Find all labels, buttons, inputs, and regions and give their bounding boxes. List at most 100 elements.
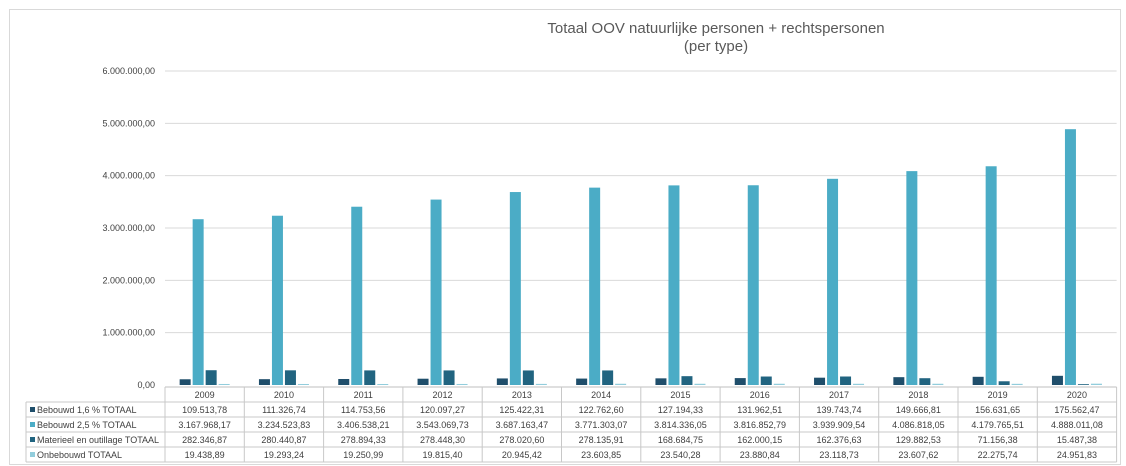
bar <box>668 185 680 385</box>
bar <box>496 378 508 385</box>
data-label: 3.771.303,07 <box>575 420 628 430</box>
bar <box>377 383 389 385</box>
bar <box>932 383 944 385</box>
y-tick-label: 4.000.000,00 <box>102 171 155 181</box>
bar <box>522 370 534 385</box>
bar <box>827 178 839 385</box>
bar <box>271 215 283 385</box>
data-label: 3.687.163,47 <box>496 420 549 430</box>
x-tick-label: 2014 <box>591 390 611 400</box>
bar <box>589 187 601 385</box>
bar <box>840 376 852 385</box>
bar <box>998 381 1010 385</box>
legend-swatch <box>30 452 35 457</box>
data-label: 24.951,83 <box>1057 450 1097 460</box>
data-label: 4.086.818,05 <box>892 420 945 430</box>
data-label: 149.666,81 <box>896 405 941 415</box>
bar <box>814 377 826 385</box>
data-label: 22.275,74 <box>978 450 1018 460</box>
data-label: 162.000,15 <box>737 435 782 445</box>
bar <box>972 376 984 385</box>
bar <box>351 206 363 385</box>
data-label: 280.440,87 <box>261 435 306 445</box>
legend-label: Onbebouwd TOTAAL <box>37 450 122 460</box>
chart-title: Totaal OOV natuurlijke personen + rechts… <box>547 20 884 55</box>
legend-swatch <box>30 422 35 427</box>
data-label: 278.135,91 <box>579 435 624 445</box>
bar <box>760 376 772 385</box>
data-label: 282.346,87 <box>182 435 227 445</box>
y-tick-label: 1.000.000,00 <box>102 328 155 338</box>
legend-label: Bebouwd 1,6 % TOTAAL <box>37 405 137 415</box>
x-tick-label: 2009 <box>195 390 215 400</box>
data-label: 278.020,60 <box>499 435 544 445</box>
data-label: 3.814.336,05 <box>654 420 707 430</box>
data-label: 131.962,51 <box>737 405 782 415</box>
data-label: 3.543.069,73 <box>416 420 469 430</box>
bar <box>655 378 667 385</box>
bar <box>773 383 785 385</box>
data-label: 168.684,75 <box>658 435 703 445</box>
data-label: 156.631,65 <box>975 405 1020 415</box>
data-label: 114.753,56 <box>341 405 385 415</box>
bar <box>1090 383 1102 385</box>
data-label: 139.743,74 <box>817 405 862 415</box>
bar <box>430 199 442 385</box>
bar <box>919 378 931 385</box>
legend-label: Materieel en outillage TOTAAL <box>37 435 159 445</box>
legend-swatch <box>30 407 35 412</box>
data-label: 71.156,38 <box>978 435 1018 445</box>
data-label: 109.513,78 <box>182 405 227 415</box>
bar <box>681 376 693 385</box>
bar <box>417 378 429 385</box>
data-label: 162.376,63 <box>817 435 862 445</box>
bar <box>1077 384 1089 385</box>
bar <box>179 379 191 385</box>
bar <box>1011 383 1023 385</box>
data-label: 278.448,30 <box>420 435 465 445</box>
data-label: 19.293,24 <box>264 450 304 460</box>
data-table: 2009 2010 2011 2012 2013 2014 2015 2016 2017 2018… <box>25 386 1118 463</box>
x-tick-label: 2010 <box>274 390 294 400</box>
data-label: 122.762,60 <box>579 405 624 415</box>
bar <box>1051 375 1063 385</box>
bars <box>179 129 1102 385</box>
y-tick-label: 6.000.000,00 <box>102 66 155 76</box>
bar <box>205 370 217 385</box>
y-axis-ticks: 0,00 1.000.000,00 2.000.000,00 3.000.000,00… <box>102 66 155 390</box>
bar <box>443 370 455 385</box>
data-label: 4.179.765,51 <box>971 420 1024 430</box>
data-label: 3.406.538,21 <box>337 420 390 430</box>
y-tick-label: 3.000.000,00 <box>102 223 155 233</box>
data-label: 127.194,33 <box>658 405 703 415</box>
data-label: 120.097,27 <box>420 405 465 415</box>
data-label: 20.945,42 <box>502 450 542 460</box>
data-label: 111.326,74 <box>262 405 306 415</box>
x-tick-label: 2020 <box>1067 390 1087 400</box>
bar <box>218 383 230 385</box>
data-label: 23.540,28 <box>660 450 700 460</box>
gridlines <box>165 70 1117 334</box>
data-label: 4.888.011,08 <box>1051 420 1103 430</box>
data-label: 129.882,53 <box>896 435 941 445</box>
data-label: 175.562,47 <box>1054 405 1099 415</box>
bar <box>615 383 627 385</box>
y-tick-label: 0,00 <box>137 380 155 390</box>
data-label: 19.250,99 <box>343 450 383 460</box>
bar <box>694 383 706 385</box>
bar <box>602 370 614 385</box>
data-label: 3.167.968,17 <box>178 420 231 430</box>
bar <box>192 219 204 385</box>
data-label: 278.894,33 <box>341 435 386 445</box>
bar <box>338 378 350 385</box>
data-label: 3.234.523,83 <box>258 420 311 430</box>
data-label: 23.603,85 <box>581 450 621 460</box>
bar <box>893 377 905 385</box>
x-tick-label: 2011 <box>354 390 373 400</box>
data-label: 125.422,31 <box>499 405 544 415</box>
bar <box>906 171 918 385</box>
y-tick-label: 2.000.000,00 <box>102 275 155 285</box>
bar <box>747 185 759 385</box>
x-tick-label: 2016 <box>750 390 770 400</box>
